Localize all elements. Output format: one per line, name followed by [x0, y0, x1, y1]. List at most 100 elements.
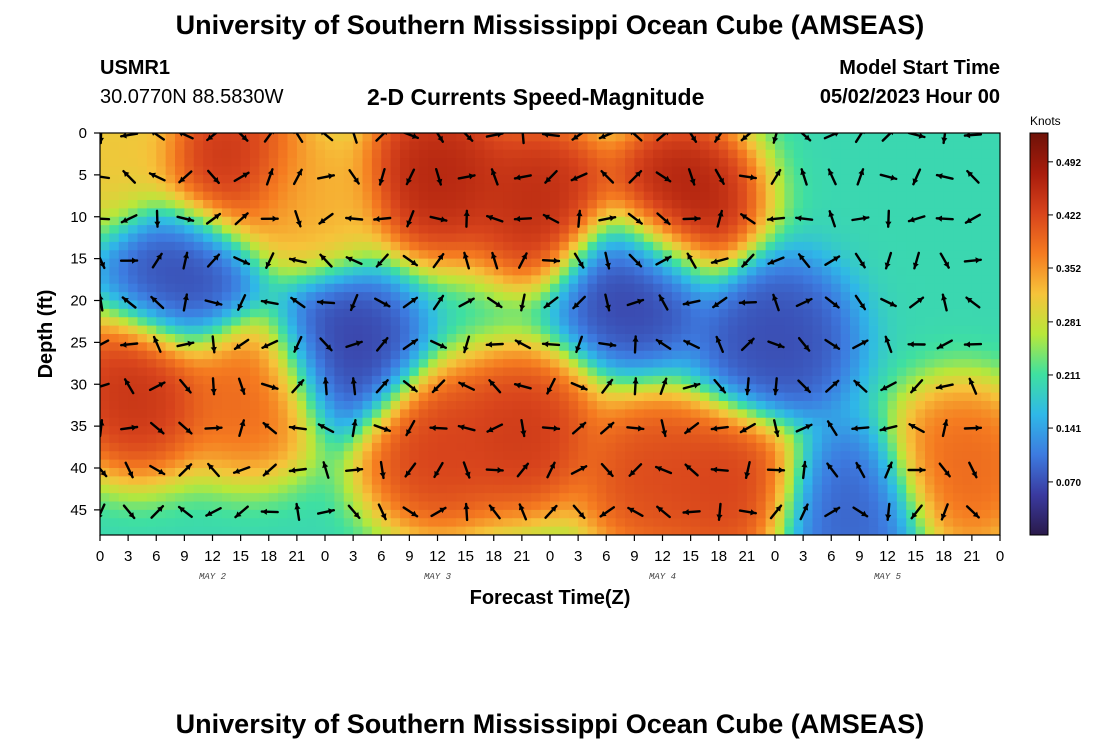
heatmap-cell	[596, 334, 607, 343]
heatmap-cell	[287, 468, 298, 477]
heatmap-cell	[925, 275, 935, 285]
heatmap-cell	[700, 459, 710, 469]
heatmap-cell	[746, 468, 757, 477]
heatmap-cell	[840, 476, 851, 486]
heatmap-cell	[531, 250, 542, 260]
heatmap-cell	[437, 442, 448, 452]
current-arrow	[912, 168, 922, 186]
heatmap-cell	[109, 501, 120, 511]
heatmap-cell	[868, 267, 879, 276]
heatmap-cell	[531, 133, 542, 142]
heatmap-cell	[521, 375, 532, 385]
heatmap-cell	[212, 317, 223, 327]
heatmap-cell	[578, 308, 589, 318]
heatmap-cell	[568, 191, 579, 201]
heatmap-cell	[175, 216, 185, 226]
heatmap-cell	[400, 451, 410, 461]
heatmap-cell	[831, 476, 842, 486]
heatmap-cell	[812, 233, 823, 243]
heatmap-cell	[521, 350, 532, 360]
heatmap-cell	[521, 216, 532, 226]
heatmap-cell	[540, 417, 551, 427]
heatmap-cell	[765, 225, 776, 235]
heatmap-cell	[709, 275, 720, 285]
heatmap-cell	[343, 275, 354, 285]
heatmap-cell	[859, 149, 870, 159]
heatmap-cell	[615, 158, 626, 168]
heatmap-cell	[165, 216, 176, 226]
heatmap-cell	[990, 241, 1000, 251]
heatmap-cell	[221, 317, 232, 327]
heatmap-cell	[128, 275, 139, 285]
heatmap-cell	[484, 149, 495, 159]
heatmap-cell	[840, 518, 851, 528]
heatmap-cell	[765, 442, 776, 452]
heatmap-cell	[540, 225, 551, 235]
heatmap-cell	[109, 141, 120, 151]
heatmap-cell	[156, 292, 167, 302]
heatmap-cell	[362, 417, 373, 427]
heatmap-cell	[850, 334, 860, 343]
heatmap-cell	[915, 526, 926, 535]
current-arrow	[851, 215, 870, 222]
heatmap-cell	[446, 442, 457, 452]
heatmap-cell	[896, 317, 907, 327]
heatmap-cell	[400, 241, 410, 251]
heatmap-cell	[250, 426, 260, 436]
heatmap-cell	[465, 434, 476, 444]
heatmap-cell	[493, 133, 504, 142]
heatmap-cell	[203, 501, 214, 511]
current-arrow	[458, 381, 475, 391]
heatmap-cell	[840, 267, 851, 276]
heatmap-cell	[428, 434, 439, 444]
heatmap-cell	[831, 484, 842, 494]
heatmap-cell	[990, 166, 1000, 176]
heatmap-cell	[775, 258, 785, 268]
heatmap-cell	[653, 484, 664, 494]
heatmap-cell	[231, 526, 242, 535]
heatmap-cell	[625, 367, 635, 377]
heatmap-cell	[737, 200, 748, 209]
heatmap-cell	[559, 275, 570, 285]
heatmap-cell	[409, 451, 420, 461]
heatmap-cell	[803, 250, 814, 260]
heatmap-cell	[456, 434, 467, 444]
heatmap-cell	[765, 250, 776, 260]
heatmap-cell	[512, 233, 523, 243]
heatmap-cell	[671, 200, 682, 209]
heatmap-cell	[240, 233, 251, 243]
heatmap-cell	[118, 484, 129, 494]
heatmap-cell	[531, 493, 542, 503]
heatmap-cell	[793, 174, 804, 184]
heatmap-cell	[859, 191, 870, 201]
heatmap-cell	[934, 493, 945, 503]
heatmap-cell	[615, 468, 626, 477]
heatmap-cell	[915, 149, 926, 159]
heatmap-cell	[203, 225, 214, 235]
heatmap-cell	[887, 476, 898, 486]
heatmap-cell	[840, 308, 851, 318]
heatmap-cell	[446, 426, 457, 436]
heatmap-cell	[625, 434, 635, 444]
heatmap-cell	[446, 250, 457, 260]
heatmap-cell	[493, 158, 504, 168]
heatmap-cell	[287, 300, 298, 310]
heatmap-cell	[100, 308, 110, 318]
heatmap-cell	[437, 258, 448, 268]
heatmap-cell	[315, 367, 326, 377]
current-arrow	[316, 299, 336, 306]
heatmap-cell	[118, 283, 129, 293]
heatmap-cell	[934, 375, 945, 385]
heatmap-cell	[400, 501, 410, 511]
heatmap-cell	[756, 292, 767, 302]
heatmap-cell	[456, 375, 467, 385]
heatmap-cell	[137, 200, 148, 209]
heatmap-cell	[681, 292, 692, 302]
heatmap-cell	[165, 509, 176, 519]
heatmap-cell	[831, 375, 842, 385]
heatmap-cell	[240, 166, 251, 176]
current-arrow	[124, 461, 134, 479]
heatmap-cell	[981, 484, 992, 494]
heatmap-cell	[756, 275, 767, 285]
heatmap-cell	[165, 484, 176, 494]
